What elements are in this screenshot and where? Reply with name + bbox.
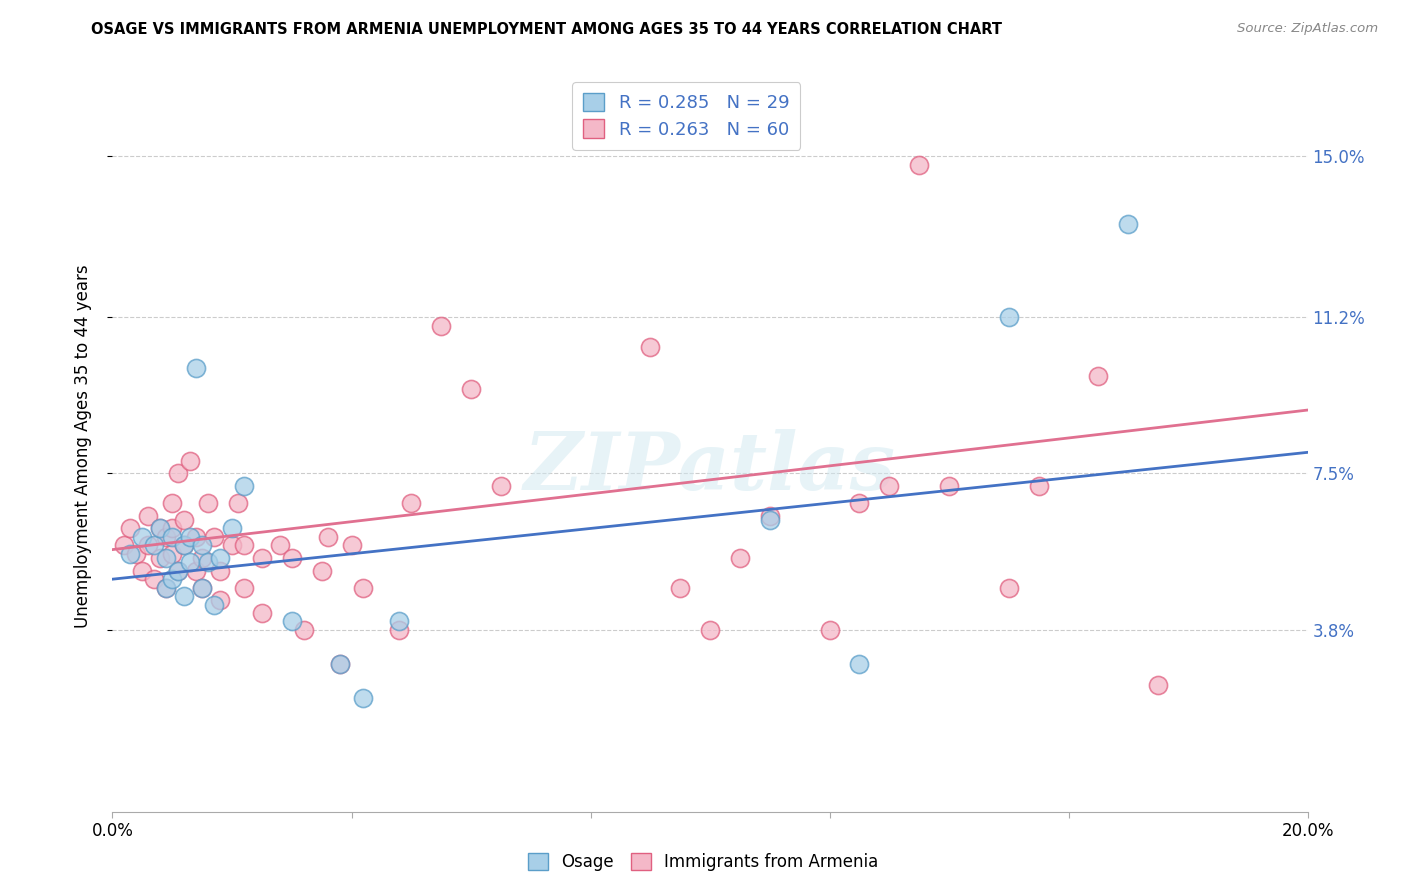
- Point: [186, 530, 208, 544]
- Point: [209, 593, 232, 607]
- Point: [179, 454, 201, 468]
- Point: [848, 657, 870, 671]
- Point: [233, 538, 256, 552]
- Point: [209, 551, 232, 566]
- Point: [167, 564, 190, 578]
- Legend: R = 0.285   N = 29, R = 0.263   N = 60: R = 0.285 N = 29, R = 0.263 N = 60: [572, 82, 800, 150]
- Point: [281, 615, 304, 629]
- Point: [221, 538, 243, 552]
- Point: [162, 530, 183, 544]
- Point: [131, 530, 153, 544]
- Text: OSAGE VS IMMIGRANTS FROM ARMENIA UNEMPLOYMENT AMONG AGES 35 TO 44 YEARS CORRELAT: OSAGE VS IMMIGRANTS FROM ARMENIA UNEMPLO…: [91, 22, 1002, 37]
- Point: [233, 479, 256, 493]
- Point: [221, 521, 243, 535]
- Point: [292, 623, 315, 637]
- Point: [1147, 678, 1170, 692]
- Point: [329, 657, 352, 671]
- Point: [250, 551, 273, 566]
- Point: [120, 547, 142, 561]
- Point: [173, 589, 195, 603]
- Point: [191, 581, 214, 595]
- Point: [1028, 479, 1050, 493]
- Point: [233, 581, 256, 595]
- Text: Source: ZipAtlas.com: Source: ZipAtlas.com: [1237, 22, 1378, 36]
- Point: [162, 572, 183, 586]
- Point: [138, 508, 160, 523]
- Point: [281, 551, 304, 566]
- Point: [162, 496, 183, 510]
- Point: [340, 538, 363, 552]
- Point: [149, 551, 172, 566]
- Point: [202, 530, 225, 544]
- Point: [143, 572, 166, 586]
- Point: [998, 581, 1021, 595]
- Point: [155, 530, 177, 544]
- Point: [149, 521, 172, 535]
- Point: [202, 598, 225, 612]
- Point: [388, 623, 411, 637]
- Point: [401, 496, 423, 510]
- Point: [209, 564, 232, 578]
- Point: [938, 479, 960, 493]
- Point: [197, 555, 219, 569]
- Point: [191, 581, 214, 595]
- Point: [998, 310, 1021, 324]
- Point: [173, 538, 195, 552]
- Point: [191, 538, 214, 552]
- Point: [669, 581, 692, 595]
- Point: [173, 538, 195, 552]
- Point: [353, 690, 375, 705]
- Point: [1118, 217, 1140, 231]
- Point: [120, 521, 142, 535]
- Point: [138, 538, 160, 552]
- Point: [430, 318, 453, 333]
- Point: [162, 547, 183, 561]
- Point: [179, 555, 201, 569]
- Point: [197, 496, 219, 510]
- Point: [155, 551, 177, 566]
- Point: [759, 513, 782, 527]
- Point: [226, 496, 249, 510]
- Point: [1087, 369, 1109, 384]
- Point: [167, 467, 190, 481]
- Point: [699, 623, 721, 637]
- Point: [155, 581, 177, 595]
- Point: [316, 530, 339, 544]
- Point: [162, 521, 183, 535]
- Point: [759, 508, 782, 523]
- Point: [143, 538, 166, 552]
- Legend: Osage, Immigrants from Armenia: Osage, Immigrants from Armenia: [520, 845, 886, 880]
- Point: [818, 623, 841, 637]
- Point: [848, 496, 870, 510]
- Point: [353, 581, 375, 595]
- Point: [173, 513, 195, 527]
- Point: [460, 382, 482, 396]
- Point: [728, 551, 751, 566]
- Text: ZIPatlas: ZIPatlas: [524, 429, 896, 507]
- Point: [489, 479, 512, 493]
- Point: [186, 360, 208, 375]
- Point: [879, 479, 901, 493]
- Point: [114, 538, 135, 552]
- Point: [179, 530, 201, 544]
- Point: [329, 657, 352, 671]
- Point: [640, 340, 662, 354]
- Point: [125, 547, 148, 561]
- Point: [155, 581, 177, 595]
- Point: [191, 551, 214, 566]
- Point: [908, 158, 931, 172]
- Point: [131, 564, 153, 578]
- Y-axis label: Unemployment Among Ages 35 to 44 years: Unemployment Among Ages 35 to 44 years: [73, 264, 91, 628]
- Point: [250, 606, 273, 620]
- Point: [167, 564, 190, 578]
- Point: [311, 564, 333, 578]
- Point: [186, 564, 208, 578]
- Point: [149, 521, 172, 535]
- Point: [269, 538, 291, 552]
- Point: [388, 615, 411, 629]
